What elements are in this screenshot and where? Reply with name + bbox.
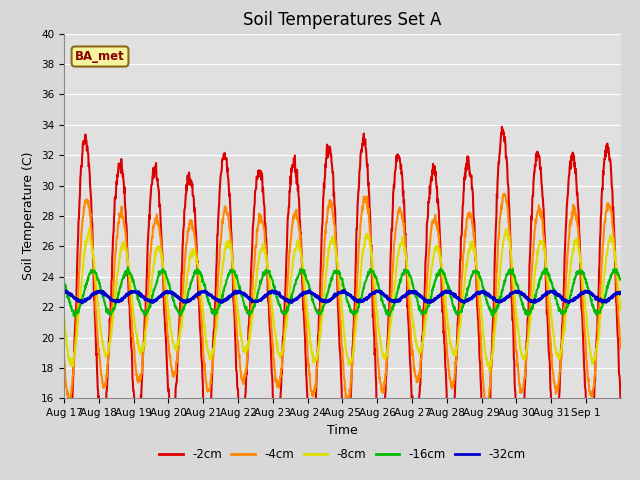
-4cm [60,353,68,359]
-32cm [148,298,156,303]
-32cm [610,292,618,298]
-32cm [317,297,325,303]
Y-axis label: Soil Temperature (C): Soil Temperature (C) [22,152,35,280]
X-axis label: Time: Time [327,424,358,437]
-4cm [484,405,492,410]
-32cm [60,288,68,294]
-8cm [328,237,336,242]
-2cm [610,220,618,226]
-8cm [485,368,493,374]
-4cm [556,369,563,375]
-2cm [147,188,155,193]
-4cm [328,203,335,208]
Title: Soil Temperatures Set A: Soil Temperatures Set A [243,11,442,29]
-4cm [317,302,325,308]
-16cm [616,277,624,283]
Text: BA_met: BA_met [75,50,125,63]
-8cm [474,270,481,276]
-16cm [60,278,68,284]
-16cm [610,269,618,275]
-2cm [317,251,325,256]
-8cm [616,307,624,313]
-8cm [148,281,156,287]
-16cm [72,314,79,320]
Legend: -2cm, -4cm, -8cm, -16cm, -32cm: -2cm, -4cm, -8cm, -16cm, -32cm [154,443,531,466]
-2cm [556,388,563,394]
-32cm [340,288,348,293]
Line: -16cm: -16cm [64,267,620,317]
-16cm [318,307,326,313]
-16cm [148,300,156,306]
-2cm [474,305,481,311]
-2cm [328,159,335,165]
-8cm [556,352,563,358]
-32cm [474,289,482,295]
-2cm [498,124,506,130]
-16cm [556,308,563,313]
-8cm [60,312,68,317]
-8cm [85,226,93,232]
-4cm [616,346,624,351]
Line: -2cm: -2cm [64,127,620,473]
Line: -4cm: -4cm [64,194,620,408]
-2cm [616,398,624,404]
-32cm [556,291,563,297]
-2cm [60,408,68,414]
-32cm [328,296,336,301]
Line: -32cm: -32cm [64,290,620,303]
-2cm [482,470,490,476]
-4cm [474,279,481,285]
-8cm [610,248,618,253]
-4cm [610,235,618,240]
-16cm [328,276,336,282]
-32cm [78,300,86,306]
-16cm [474,270,482,276]
-4cm [147,249,155,254]
-8cm [317,319,325,325]
Line: -8cm: -8cm [64,229,620,371]
-32cm [616,289,624,295]
-16cm [124,264,132,270]
-4cm [500,191,508,197]
